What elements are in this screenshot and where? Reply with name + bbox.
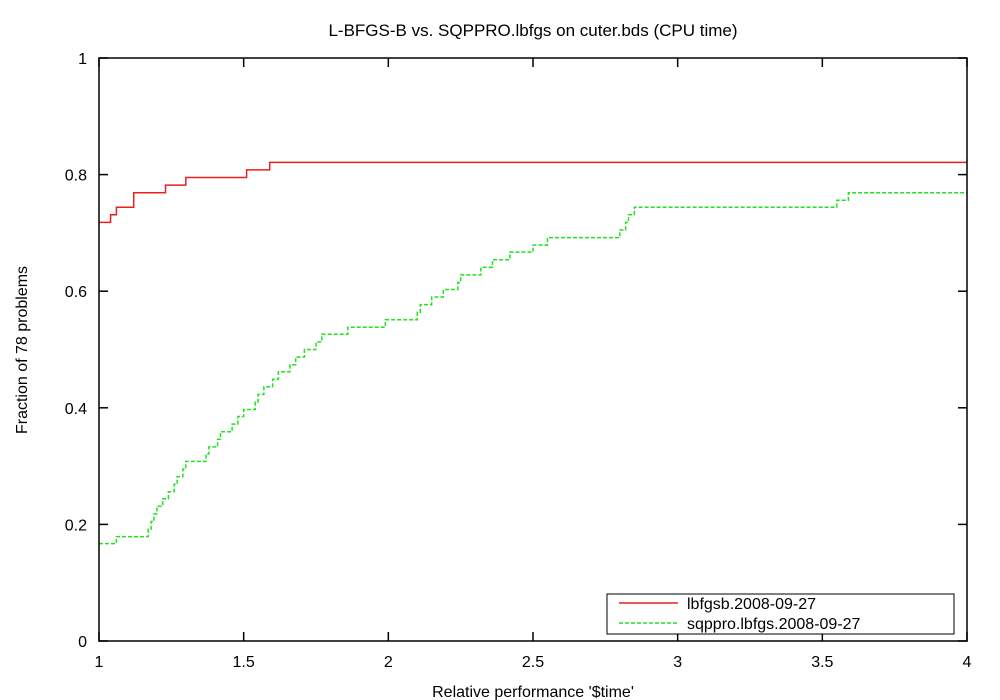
y-tick-label: 0.8 <box>65 168 87 185</box>
legend: lbfgsb.2008-09-27 sqppro.lbfgs.2008-09-2… <box>606 593 955 635</box>
x-tick-label: 1 <box>95 654 104 671</box>
legend-label-lbfgsb: lbfgsb.2008-09-27 <box>687 596 816 613</box>
series-line-lbfgsb <box>99 161 967 224</box>
axis-ticks: 1 1.5 2 2.5 3 3.5 4 0 0.2 0.4 0.6 0.8 1 <box>65 51 972 671</box>
y-tick-label: 0.4 <box>65 401 87 418</box>
y-tick-label: 0.2 <box>65 517 87 534</box>
series-line-sqppro <box>99 191 967 545</box>
legend-label-sqppro: sqppro.lbfgs.2008-09-27 <box>687 616 861 633</box>
x-tick-label: 3 <box>673 654 682 671</box>
x-tick-label: 4 <box>963 654 972 671</box>
x-tick-label: 2.5 <box>522 654 544 671</box>
y-tick-label: 0.6 <box>65 284 87 301</box>
x-axis-label: Relative performance '$time' <box>432 684 634 700</box>
legend-box <box>606 593 955 635</box>
y-tick-label: 0 <box>78 634 87 651</box>
x-tick-label: 2 <box>384 654 393 671</box>
plot-area <box>99 161 967 545</box>
x-tick-label: 3.5 <box>811 654 833 671</box>
y-tick-label: 1 <box>78 51 87 68</box>
y-axis-label: Fraction of 78 problems <box>14 266 31 434</box>
chart-title: L-BFGS-B vs. SQPPRO.lbfgs on cuter.bds (… <box>328 21 737 40</box>
plot-frame <box>98 57 968 642</box>
x-tick-label: 1.5 <box>233 654 255 671</box>
